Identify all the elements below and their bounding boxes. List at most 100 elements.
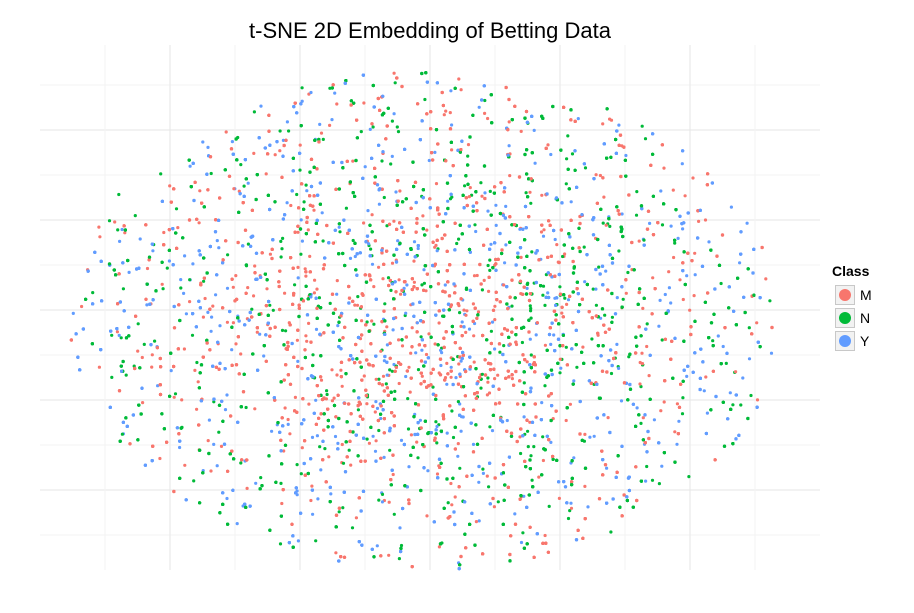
data-point	[528, 190, 532, 194]
data-point	[639, 385, 643, 389]
data-point	[566, 516, 571, 521]
data-point	[513, 512, 517, 516]
data-point	[319, 131, 324, 135]
data-point	[314, 539, 318, 543]
data-point	[328, 301, 332, 305]
data-point	[450, 503, 454, 507]
data-point	[310, 435, 315, 439]
data-point	[202, 279, 206, 283]
data-point	[483, 111, 487, 115]
data-point	[583, 432, 587, 436]
data-point	[477, 480, 481, 484]
data-point	[210, 315, 214, 319]
data-point	[359, 130, 363, 134]
data-point	[525, 360, 529, 364]
data-point	[693, 251, 697, 255]
data-point	[252, 151, 256, 155]
data-point	[409, 433, 413, 437]
data-point	[662, 400, 666, 404]
data-point	[406, 427, 411, 431]
data-point	[640, 124, 644, 128]
data-point	[407, 465, 411, 469]
data-point	[564, 182, 568, 186]
data-point	[471, 442, 476, 446]
data-point	[393, 81, 397, 85]
data-point	[586, 505, 590, 509]
data-point	[433, 150, 437, 154]
data-point	[381, 374, 386, 378]
data-point	[325, 389, 329, 393]
data-point	[307, 321, 311, 325]
data-point	[453, 495, 457, 499]
data-point	[117, 192, 121, 197]
data-point	[279, 255, 283, 259]
data-point	[606, 416, 610, 420]
data-point	[559, 366, 563, 370]
data-point	[380, 159, 384, 163]
data-point	[475, 273, 479, 278]
data-point	[617, 249, 621, 253]
data-point	[641, 306, 645, 310]
data-point	[396, 130, 401, 134]
data-point	[370, 319, 374, 323]
data-point	[425, 514, 429, 518]
data-point	[379, 349, 383, 353]
data-point	[543, 303, 547, 307]
data-point	[524, 191, 528, 195]
data-point	[543, 343, 548, 347]
data-point	[305, 189, 309, 193]
data-point	[302, 200, 306, 204]
data-point	[476, 310, 481, 314]
data-point	[635, 190, 639, 194]
data-point	[231, 285, 235, 289]
data-point	[688, 308, 692, 312]
data-point	[734, 370, 738, 374]
data-point	[299, 218, 303, 222]
data-point	[496, 373, 500, 377]
data-point	[386, 276, 391, 280]
data-point	[377, 265, 381, 269]
data-point	[619, 399, 624, 403]
data-point	[314, 398, 318, 402]
data-point	[680, 412, 685, 416]
data-point	[188, 300, 192, 304]
data-point	[316, 497, 320, 501]
data-point	[349, 463, 353, 467]
data-point	[206, 439, 210, 443]
data-point	[685, 374, 689, 378]
data-point	[381, 277, 385, 281]
data-point	[582, 245, 586, 249]
data-point	[312, 208, 316, 212]
data-point	[289, 203, 293, 208]
data-point	[541, 234, 546, 238]
data-point	[609, 530, 613, 534]
data-point	[313, 278, 317, 282]
data-point	[201, 140, 205, 144]
data-point	[305, 339, 309, 343]
data-point	[540, 401, 544, 405]
data-point	[258, 332, 262, 336]
data-point	[371, 125, 375, 129]
data-point	[486, 376, 490, 380]
data-point	[481, 467, 485, 471]
data-point	[594, 287, 598, 291]
data-point	[487, 391, 492, 395]
data-point	[549, 152, 553, 157]
data-point	[448, 111, 452, 115]
data-point	[270, 429, 274, 433]
data-point	[644, 479, 648, 483]
data-point	[140, 355, 144, 360]
data-point	[384, 382, 388, 386]
data-point	[91, 291, 95, 295]
data-point	[327, 455, 331, 459]
data-point	[468, 186, 472, 190]
data-point	[377, 377, 381, 381]
data-point	[197, 221, 201, 225]
data-point	[626, 270, 630, 275]
data-point	[214, 293, 218, 297]
data-point	[156, 384, 160, 388]
data-point	[375, 544, 379, 548]
data-point	[80, 304, 84, 309]
data-point	[365, 402, 369, 406]
data-point	[739, 403, 743, 407]
